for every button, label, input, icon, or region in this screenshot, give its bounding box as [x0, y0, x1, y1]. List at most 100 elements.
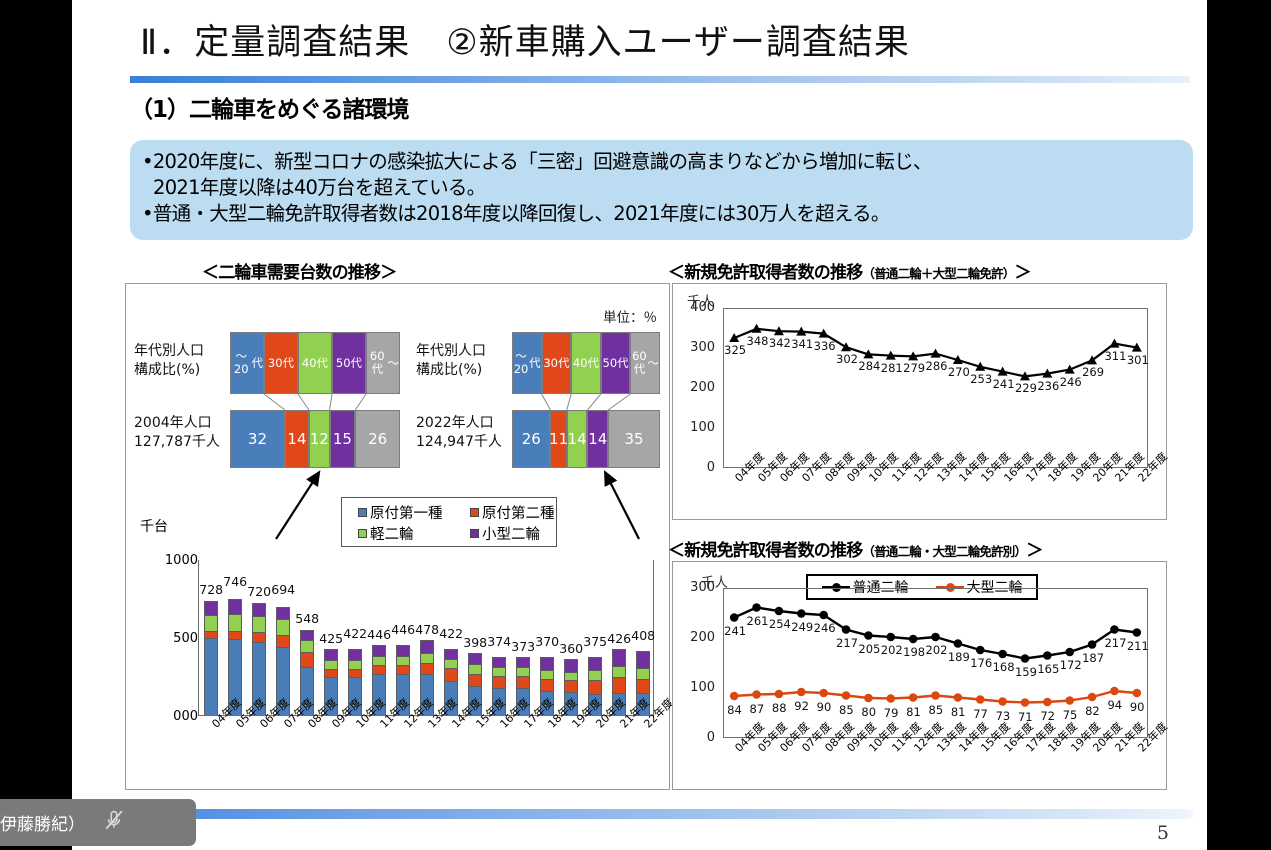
video-call-overlay[interactable]: 伊藤勝紀） — [0, 799, 196, 846]
bar-value-label-13: 373 — [511, 638, 536, 654]
rb-ogata-label-18: 90 — [1129, 700, 1145, 714]
bar-segment-5-2 — [324, 659, 338, 669]
bar-column-13 — [516, 656, 530, 715]
rb-futsu-label-4: 246 — [813, 621, 836, 635]
rb-futsu-label-5: 217 — [836, 635, 858, 650]
bar-segment-0-3 — [204, 601, 218, 615]
bar-segment-7-2 — [372, 655, 386, 666]
bar-segment-6-2 — [348, 660, 362, 669]
bar-segment-13-1 — [516, 676, 530, 689]
bar-value-label-18: 408 — [631, 628, 656, 644]
bar-segment-16-0 — [588, 694, 602, 715]
population-share-cell-1-0: 26 — [512, 410, 551, 468]
bar-segment-17-1 — [612, 677, 626, 693]
rt-value-label-7: 281 — [880, 360, 903, 375]
bar-segment-5-0 — [324, 677, 338, 715]
age-group-cell-0-4: 60代～ — [366, 332, 400, 394]
bar-segment-1-0 — [228, 638, 242, 715]
legend-item-gentsuki-1: 原付第一種 — [358, 502, 470, 523]
rb-futsu-label-0: 241 — [724, 623, 747, 638]
bar-segment-8-2 — [396, 656, 410, 666]
rb-futsu-label-1: 261 — [746, 613, 769, 628]
rt-value-label-13: 229 — [1014, 381, 1037, 396]
bar-value-label-0: 728 — [199, 582, 224, 598]
bar-segment-2-0 — [252, 642, 266, 715]
legend-item-kei: 軽二輪 — [358, 523, 470, 544]
right-bottom-heading: ＜新規免許取得者数の推移（普通二輪・大型二輪免許別）＞ — [668, 536, 1043, 561]
letterbox-right — [1207, 0, 1271, 850]
bar-value-label-2: 720 — [247, 583, 272, 599]
bar-segment-17-2 — [612, 665, 626, 678]
rb-ogata-label-14: 72 — [1040, 709, 1055, 723]
bar-segment-7-1 — [372, 665, 386, 674]
rb-plot-box — [723, 588, 1148, 738]
age-group-cell-0-1: 30代 — [264, 332, 298, 394]
mic-muted-icon[interactable] — [103, 808, 125, 837]
population-share-cell-0-3: 15 — [329, 410, 356, 468]
rb-futsu-label-17: 217 — [1104, 635, 1127, 650]
rt-value-label-0: 325 — [724, 343, 747, 357]
right-top-heading-close: ＞ — [1014, 263, 1032, 283]
bar-segment-6-3 — [348, 649, 362, 661]
rb-futsu-label-2: 254 — [768, 617, 791, 631]
rb-y-tick-3: 0 — [706, 730, 715, 745]
rt-value-label-4: 336 — [813, 338, 836, 353]
rb-futsu-label-16: 187 — [1082, 650, 1105, 665]
bar-segment-10-0 — [444, 680, 458, 715]
bar-segment-1-3 — [228, 598, 242, 614]
bar-y-tick-0: 1000 — [164, 553, 198, 568]
page-title: Ⅱ．定量調査結果 ②新車購入ユーザー調査結果 — [140, 23, 910, 63]
rt-y-unit: 千人 — [687, 294, 714, 310]
bar-segment-3-0 — [276, 647, 290, 715]
age-group-cell-0-2: 40代 — [298, 332, 332, 394]
rt-value-label-17: 311 — [1104, 348, 1127, 363]
footer-divider — [124, 809, 1193, 819]
bar-segment-9-0 — [420, 673, 434, 715]
bar-segment-3-3 — [276, 606, 290, 620]
bar-chart-y-unit: 千台 — [140, 519, 168, 535]
bar-segment-18-3 — [636, 651, 650, 669]
bar-value-label-14: 370 — [535, 634, 560, 650]
age-group-cell-0-3: 50代 — [332, 332, 366, 394]
age-group-row-1: ～20 代 30代 40代 50代 60代～ — [512, 332, 660, 394]
rt-y-tick-0: 400 — [690, 300, 715, 315]
rb-y-tick-1: 200 — [690, 630, 715, 645]
population-share-cell-1-2: 14 — [566, 410, 588, 468]
bar-segment-11-1 — [468, 673, 482, 687]
population-year-label-0: 2004年人口 127,787千人 — [134, 415, 220, 450]
bar-segment-10-2 — [444, 659, 458, 669]
legend-swatch-green — [358, 529, 367, 538]
rb-y-tick-2: 100 — [690, 680, 715, 695]
bar-segment-15-1 — [564, 680, 578, 692]
bar-column-11 — [468, 652, 482, 715]
rb-futsu-label-3: 249 — [791, 619, 814, 634]
bar-segment-2-1 — [252, 632, 266, 643]
legend-swatch-orange — [470, 508, 479, 517]
age-group-cell-1-3: 50代 — [600, 332, 631, 394]
bar-segment-9-3 — [420, 640, 434, 654]
bar-segment-5-3 — [324, 648, 338, 660]
bar-segment-16-3 — [588, 656, 602, 671]
bar-value-label-6: 422 — [343, 626, 368, 642]
rb-ogata-label-7: 79 — [883, 705, 899, 720]
bar-value-label-9: 478 — [415, 622, 440, 638]
bar-value-label-5: 425 — [319, 630, 344, 646]
bar-segment-5-1 — [324, 668, 338, 678]
bar-segment-12-1 — [492, 675, 506, 689]
bar-column-0 — [204, 601, 218, 715]
legend-line-black — [821, 582, 850, 592]
bar-column-2 — [252, 602, 266, 715]
bar-segment-11-2 — [468, 663, 482, 674]
bar-column-4 — [300, 629, 314, 715]
age-group-cell-1-0: ～20 代 — [512, 332, 542, 394]
bar-segment-1-1 — [228, 631, 242, 639]
age-group-cell-1-1: 30代 — [541, 332, 572, 394]
rb-futsu-label-15: 172 — [1059, 658, 1082, 672]
unit-percent-note: 単位：％ — [603, 310, 657, 326]
rb-ogata-label-2: 88 — [771, 701, 787, 715]
rb-futsu-label-7: 202 — [880, 643, 903, 657]
bar-segment-6-0 — [348, 677, 362, 715]
bar-column-6 — [348, 649, 362, 715]
bar-segment-16-1 — [588, 679, 602, 695]
bar-value-label-8: 446 — [391, 622, 416, 638]
